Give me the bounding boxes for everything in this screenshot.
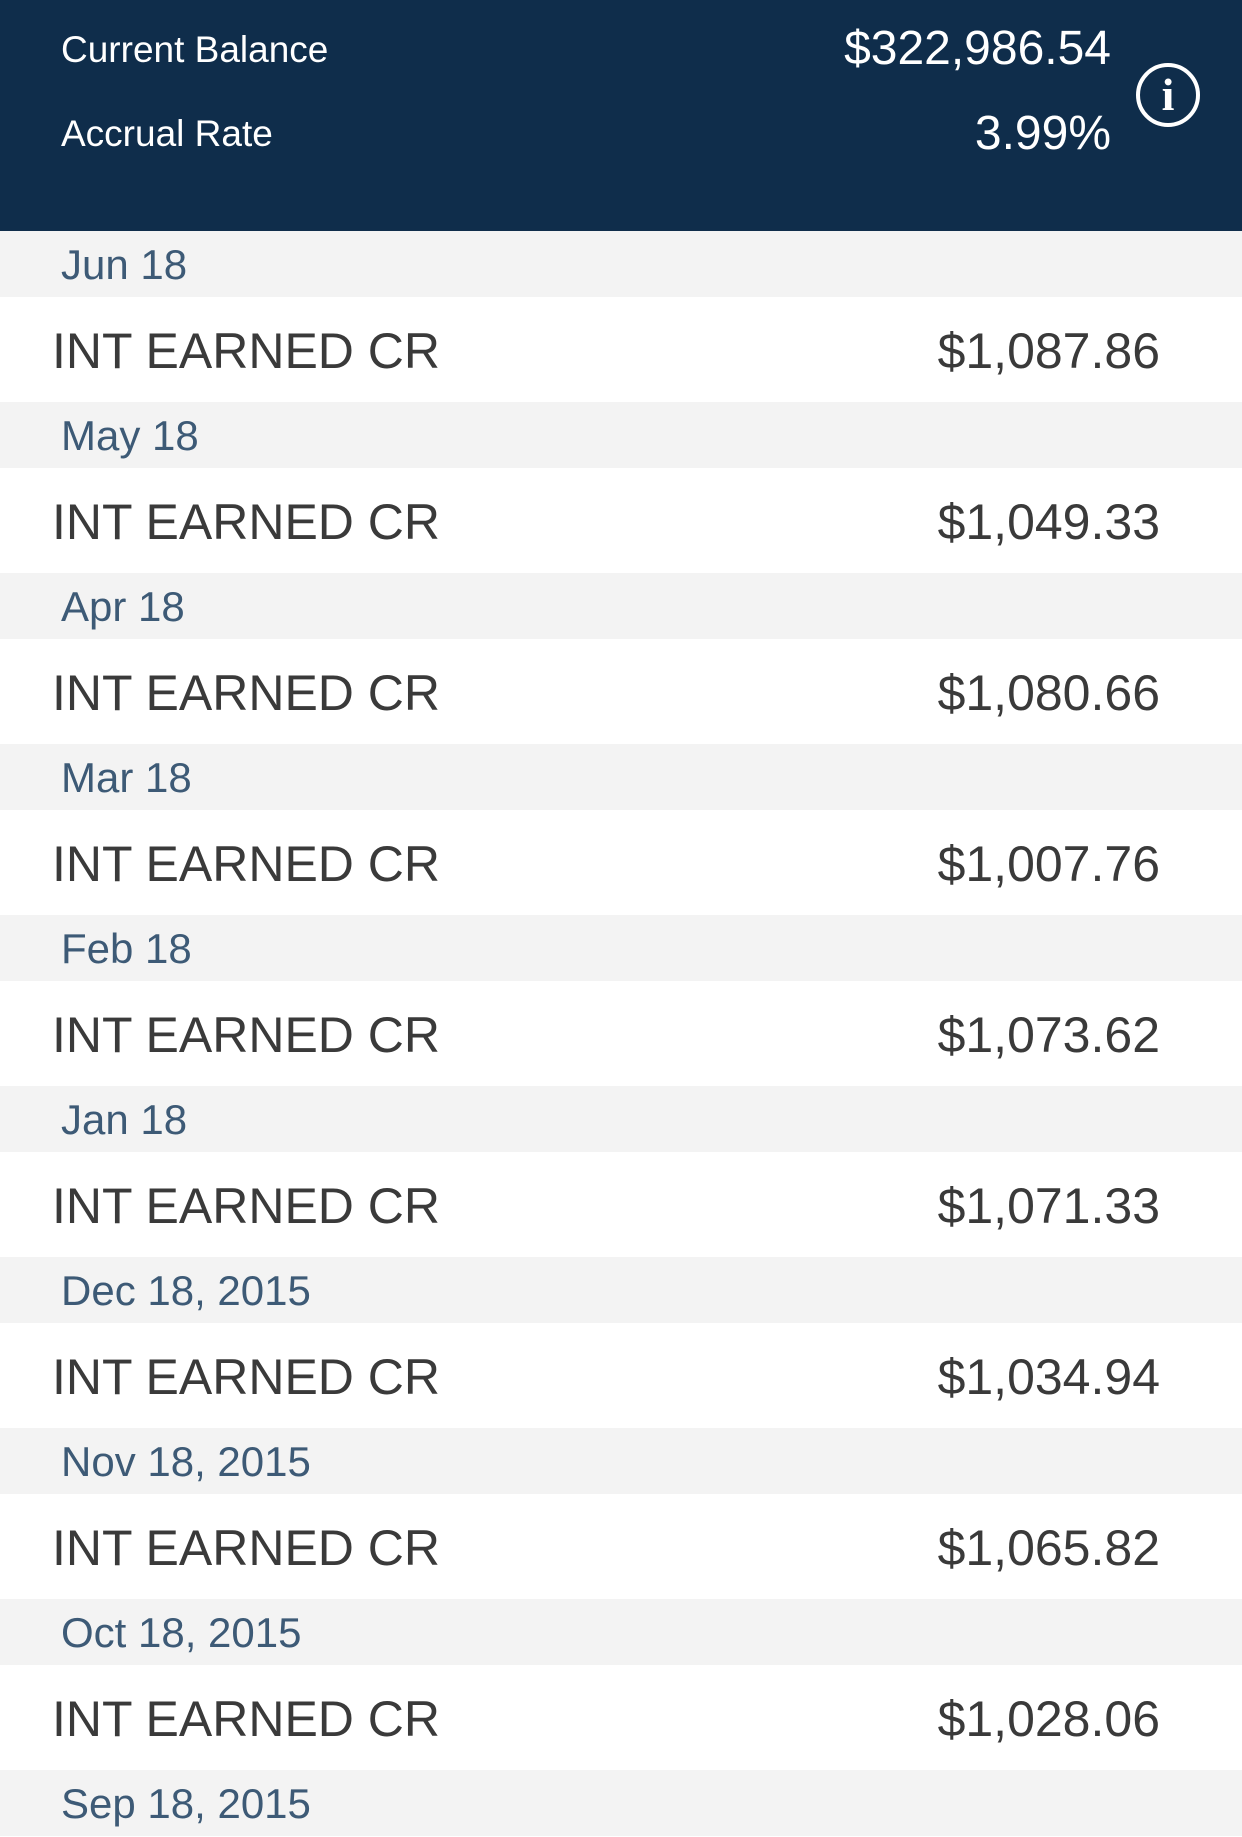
info-icon[interactable]: i	[1136, 63, 1200, 127]
transaction-row[interactable]: INT EARNED CR $1,028.06	[0, 1665, 1242, 1770]
current-balance-value: $322,986.54	[844, 22, 1111, 75]
transaction-row[interactable]: INT EARNED CR $1,065.82	[0, 1494, 1242, 1599]
date-label: Apr 18	[61, 583, 185, 630]
date-header: Feb 18	[0, 915, 1242, 981]
date-header: May 18	[0, 402, 1242, 468]
date-label: Nov 18, 2015	[61, 1438, 311, 1485]
transaction-description: INT EARNED CR	[52, 836, 441, 892]
current-balance-label: Current Balance	[61, 29, 329, 70]
date-header: Dec 18, 2015	[0, 1257, 1242, 1323]
transaction-amount: $1,034.94	[937, 1349, 1160, 1405]
date-header: Apr 18	[0, 573, 1242, 639]
date-header: Oct 18, 2015	[0, 1599, 1242, 1665]
transaction-amount: $1,087.86	[937, 323, 1160, 379]
transaction-row[interactable]: INT EARNED CR $1,080.66	[0, 639, 1242, 744]
date-header: Mar 18	[0, 744, 1242, 810]
date-header: Jan 18	[0, 1086, 1242, 1152]
transaction-description: INT EARNED CR	[52, 1178, 441, 1234]
transaction-amount: $1,028.06	[937, 1691, 1160, 1747]
date-label: Oct 18, 2015	[61, 1609, 302, 1656]
transaction-amount: $1,065.82	[937, 1520, 1160, 1576]
transaction-description: INT EARNED CR	[52, 1007, 441, 1063]
date-header: Nov 18, 2015	[0, 1428, 1242, 1494]
date-header: Sep 18, 2015	[0, 1770, 1242, 1836]
transaction-amount: $1,007.76	[937, 836, 1160, 892]
date-label: Dec 18, 2015	[61, 1267, 311, 1314]
transaction-amount: $1,049.33	[937, 494, 1160, 550]
date-header: Jun 18	[0, 231, 1242, 297]
transaction-row[interactable]: INT EARNED CR $1,034.94	[0, 1323, 1242, 1428]
date-label: Feb 18	[61, 925, 192, 972]
transaction-amount: $1,080.66	[937, 665, 1160, 721]
transaction-description: INT EARNED CR	[52, 665, 441, 721]
date-label: Jun 18	[61, 241, 188, 288]
account-summary-header: Current Balance $322,986.54 Accrual Rate…	[0, 0, 1242, 231]
transaction-row[interactable]: INT EARNED CR $1,049.33	[0, 468, 1242, 573]
transaction-row[interactable]: INT EARNED CR $1,087.86	[0, 297, 1242, 402]
date-label: Jan 18	[61, 1096, 188, 1143]
accrual-rate-value: 3.99%	[974, 107, 1111, 160]
transaction-row[interactable]: INT EARNED CR $1,071.33	[0, 1152, 1242, 1257]
date-label: Mar 18	[61, 754, 192, 801]
transaction-amount: $1,073.62	[937, 1007, 1160, 1063]
date-label: Sep 18, 2015	[61, 1780, 311, 1827]
transaction-amount: $1,071.33	[937, 1178, 1160, 1234]
transaction-description: INT EARNED CR	[52, 1520, 441, 1576]
date-label: May 18	[61, 412, 199, 459]
transaction-row[interactable]: INT EARNED CR $1,073.62	[0, 981, 1242, 1086]
transaction-row[interactable]: INT EARNED CR $1,007.76	[0, 810, 1242, 915]
transaction-list: Jun 18 INT EARNED CR $1,087.86 May 18 IN…	[0, 231, 1242, 1836]
transaction-description: INT EARNED CR	[52, 323, 441, 379]
transaction-description: INT EARNED CR	[52, 1691, 441, 1747]
transaction-description: INT EARNED CR	[52, 494, 441, 550]
transaction-description: INT EARNED CR	[52, 1349, 441, 1405]
accrual-rate-label: Accrual Rate	[61, 113, 273, 154]
